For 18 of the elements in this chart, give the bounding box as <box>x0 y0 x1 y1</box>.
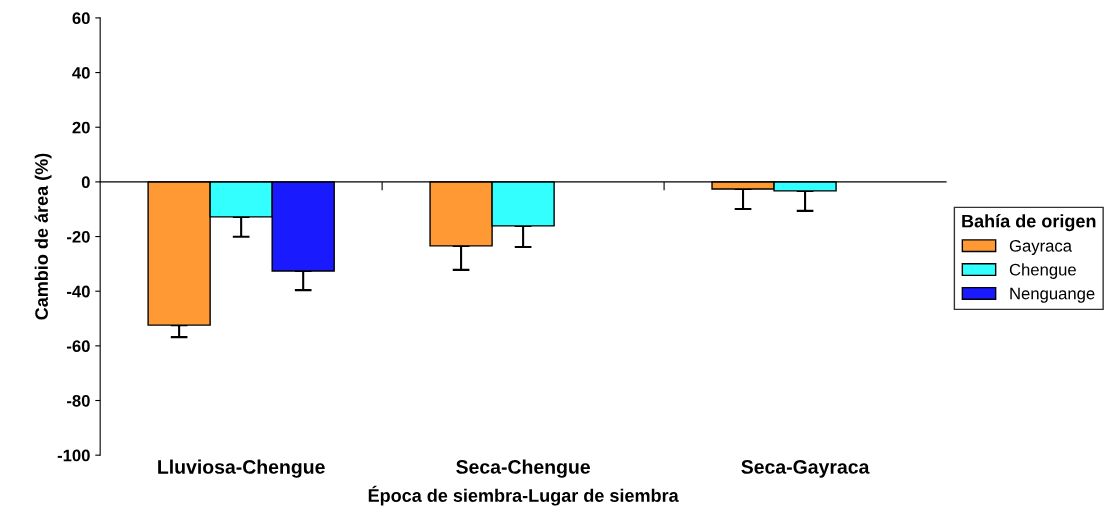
y-axis-title: Cambio de área (%) <box>34 153 52 320</box>
y-tick-label: 0 <box>81 176 90 189</box>
y-tick-label: -40 <box>67 285 90 298</box>
x-tick-label: Lluviosa-Chengue <box>158 459 325 478</box>
x-axis-title: Época de siembra-Lugar de siembra <box>368 485 679 506</box>
legend-label: Gayraca <box>1009 239 1072 256</box>
y-tick-label: -20 <box>67 230 90 243</box>
legend-title: Bahía de origen <box>962 214 1096 232</box>
y-tick-label: -80 <box>67 394 90 407</box>
legend-label: Nenguange <box>1010 287 1095 303</box>
y-tick-label: 20 <box>72 121 90 134</box>
legend-label: Chengue <box>1009 263 1076 279</box>
x-tick-label: Seca-Chengue <box>456 459 590 478</box>
x-tick-label: Seca-Gayraca <box>741 460 870 478</box>
y-tick-label: 60 <box>72 12 90 25</box>
y-tick-label: -100 <box>57 449 90 462</box>
y-tick-label: 40 <box>72 66 90 79</box>
y-tick-label: -60 <box>67 340 90 353</box>
